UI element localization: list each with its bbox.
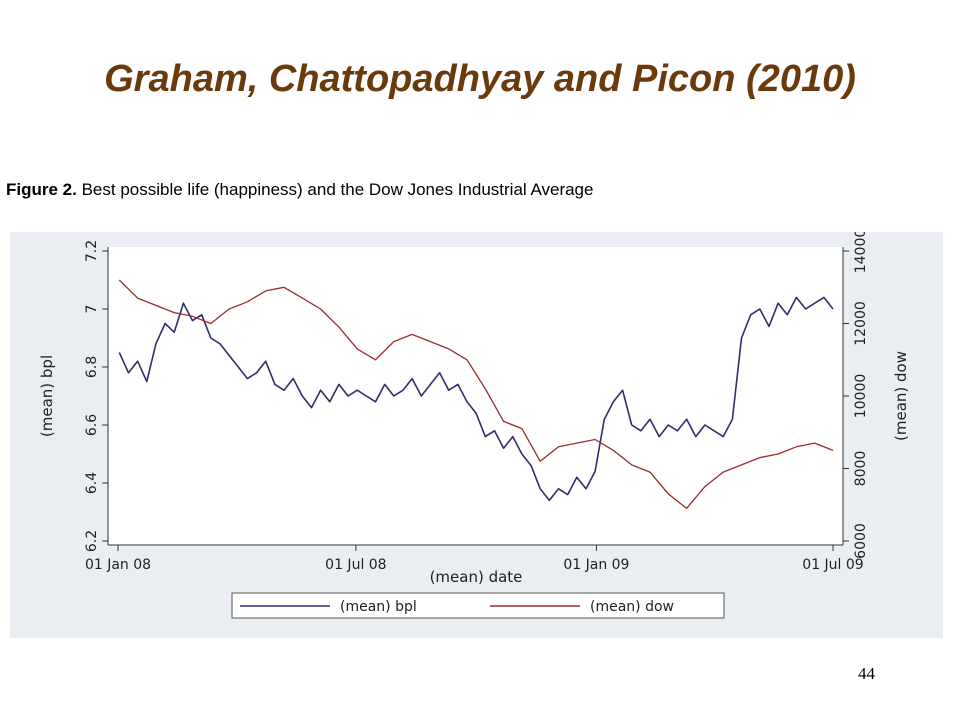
y-right-tick-label: 14000 — [853, 232, 869, 273]
x-tick-label: 01 Jan 09 — [563, 557, 629, 573]
y-left-tick-label: 7.2 — [84, 240, 100, 262]
y-left-tick-label: 6.4 — [84, 472, 100, 494]
y-axis-left-label: (mean) bpl — [38, 355, 56, 437]
plot-area — [108, 247, 843, 545]
y-left-tick-label: 6.2 — [84, 530, 100, 552]
legend: (mean) bpl (mean) dow — [231, 592, 725, 619]
figure-caption-text: Best possible life (happiness) and the D… — [81, 180, 594, 199]
y-left-tick-label: 7 — [84, 305, 100, 314]
x-axis: 01 Jan 08 01 Jul 08 01 Jan 09 01 Jul 09 — [85, 544, 864, 573]
y-right-tick-label: 12000 — [853, 301, 869, 346]
legend-label-dow: (mean) dow — [590, 599, 674, 615]
legend-label-bpl: (mean) bpl — [340, 599, 417, 615]
y-right-tick-label: 8000 — [853, 451, 869, 487]
x-tick-label: 01 Jul 09 — [802, 557, 863, 573]
chart-panel: 6.2 6.4 6.6 6.8 7 7.2 6000 8000 10000 12000 14000… — [10, 229, 943, 638]
series-layer — [118, 279, 834, 510]
x-tick-label: 01 Jul 08 — [325, 557, 386, 573]
series-line-bpl — [118, 296, 834, 502]
slide-title: Graham, Chattopadhyay and Picon (2010) — [104, 58, 856, 100]
y-axis-left: 6.2 6.4 6.6 6.8 7 7.2 — [84, 240, 109, 552]
y-right-tick-label: 6000 — [853, 523, 869, 559]
figure-caption: Figure 2. Best possible life (happiness)… — [6, 180, 593, 200]
y-right-tick-label: 10000 — [853, 374, 869, 419]
y-left-tick-label: 6.6 — [84, 414, 100, 436]
y-axis-right-label: (mean) dow — [892, 351, 910, 441]
x-axis-label: (mean) date — [430, 568, 523, 586]
line-chart: 6.2 6.4 6.6 6.8 7 7.2 6000 8000 10000 12000 14000… — [38, 229, 910, 619]
series-line-dow — [118, 279, 834, 510]
figure-label: Figure 2. — [6, 180, 77, 199]
y-axis-right: 6000 8000 10000 12000 14000 — [842, 229, 869, 559]
x-tick-label: 01 Jan 08 — [85, 557, 151, 573]
y-left-tick-label: 6.8 — [84, 356, 100, 378]
slide-number: 44 — [858, 664, 875, 683]
